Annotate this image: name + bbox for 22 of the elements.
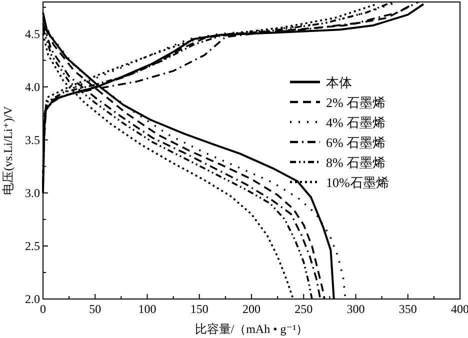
x-tick-label: 300 (346, 302, 365, 316)
legend-label: 本体 (326, 75, 352, 90)
x-tick-label: 150 (190, 302, 208, 316)
x-tick-label: 200 (242, 302, 260, 316)
y-tick-label: 3.5 (25, 132, 40, 147)
legend-label: 10%石墨烯 (326, 175, 389, 190)
y-tick-label: 4.5 (25, 26, 40, 41)
x-tick-label: 250 (294, 302, 313, 316)
y-axis-title: 电压(vs.Li/Li⁺)/V (1, 106, 15, 195)
y-tick-label: 2.5 (25, 238, 40, 253)
x-axis-title: 比容量/（mAh • g⁻¹） (194, 322, 308, 336)
x-tick-label: 50 (89, 302, 102, 316)
y-tick-label: 4.0 (25, 80, 40, 94)
legend-label: 2% 石墨烯 (326, 95, 386, 110)
y-tick-label: 2.0 (25, 292, 40, 306)
x-tick-label: 0 (40, 302, 46, 316)
y-tick-label: 3.0 (25, 186, 40, 200)
legend-label: 4% 石墨烯 (326, 115, 386, 130)
legend-label: 6% 石墨烯 (326, 135, 386, 150)
x-tick-label: 350 (398, 302, 417, 316)
legend-label: 8% 石墨烯 (326, 155, 386, 170)
x-tick-label: 100 (138, 302, 156, 316)
